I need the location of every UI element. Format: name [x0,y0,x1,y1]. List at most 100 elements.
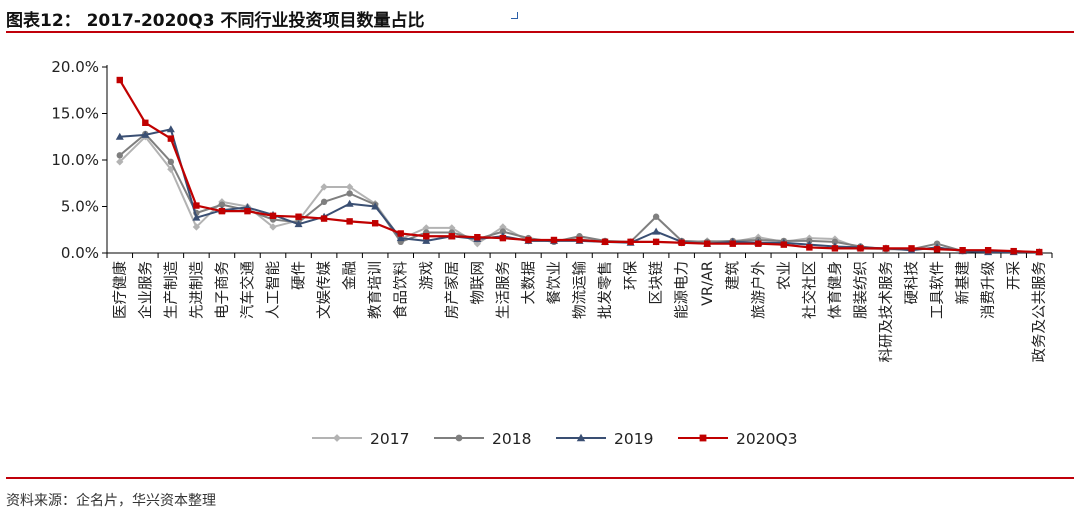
x-tick-label: 人工智能 [265,261,282,319]
x-tick-label: 消费升级 [980,261,997,319]
data-point-2020q3 [397,230,404,237]
x-tick-label: 物流运输 [572,261,589,319]
data-point-2018 [167,158,175,166]
data-point-2019 [652,227,661,235]
x-tick-label: 能源电力 [674,261,691,319]
figure-title: 图表12： 2017-2020Q3 不同行业投资项目数量占比 [6,11,425,31]
data-point-2020q3 [627,238,634,246]
x-tick-label: 开采 [1006,261,1023,290]
x-tick-label: VR/AR [700,261,716,306]
data-point-2020q3 [550,236,558,244]
x-tick-label: 汽车交通 [238,261,256,319]
legend-marker-2019 [576,433,586,442]
series-line-2020q3 [118,79,1040,254]
data-point-2019 [141,130,150,138]
legend-marker-2017 [333,434,341,442]
data-point-2017 [499,223,507,231]
data-point-2020q3 [1010,247,1017,255]
x-tick-label: 建筑 [725,261,742,290]
data-point-2020q3 [142,119,149,126]
x-tick-label: 硬科技 [904,261,921,305]
data-point-2018 [218,201,226,208]
x-tick-label: 食品饮料 [393,261,410,319]
x-tick-label: 文娱传媒 [316,261,333,319]
x-tick-label: 医疗健康 [112,261,129,319]
data-point-2019 [166,125,175,133]
data-point-2020q3 [755,240,762,247]
x-tick-label: 政务及公共服务 [1031,261,1048,363]
source-note: 资料来源：企名片，华兴资本整理 [6,493,216,509]
data-point-2020q3 [652,238,660,246]
data-point-2020q3 [423,233,430,240]
legend-label-2020q3: 2020Q3 [736,430,798,448]
data-point-2017 [422,224,430,232]
top-divider [6,31,1074,33]
x-tick-label: 硬件 [291,261,308,290]
legend-marker-2020q3 [699,434,707,442]
x-tick-label: 企业服务 [136,261,154,319]
data-point-2020q3 [984,247,992,254]
data-point-2019 [371,202,380,210]
data-point-2020q3 [959,247,966,254]
data-point-2020q3 [116,76,123,84]
data-point-2020q3 [525,236,532,244]
x-tick-label: 旅游户外 [750,261,767,319]
x-tick-label: 环保 [623,261,640,290]
x-tick-label: 物联网 [469,261,486,305]
data-point-2020q3 [704,240,711,247]
data-point-2020q3 [218,207,226,215]
data-point-2019 [345,199,354,207]
data-point-2020q3 [806,244,813,251]
data-point-2020q3 [933,246,941,253]
x-tick-label: 餐饮业 [546,261,563,305]
data-point-2017 [116,158,124,166]
data-point-2019 [294,220,303,228]
x-tick-label: 工具软件 [929,261,946,319]
data-point-2020q3 [908,245,915,252]
legend-marker-2018 [455,434,463,442]
data-point-2020q3 [857,245,864,252]
data-point-2020q3 [320,215,328,222]
data-point-2020q3 [1036,248,1043,256]
data-point-2017 [269,223,277,231]
data-point-2018 [320,198,328,206]
data-point-2018 [116,152,123,159]
data-point-2019 [396,234,405,242]
x-tick-label: 生活服务 [495,261,512,319]
x-tick-label: 服装纺织 [852,261,869,319]
data-point-2020q3 [780,241,788,248]
y-tick-label: 0.0% [61,244,99,262]
data-point-2020q3 [831,245,839,252]
legend-label-2019: 2019 [614,430,653,448]
data-point-2020q3 [448,233,455,240]
x-tick-label: 房产家居 [444,261,461,319]
data-point-2020q3 [499,234,507,242]
data-point-2020q3 [729,240,736,247]
x-tick-label: 教育培训 [367,261,384,319]
data-point-2017 [345,183,354,191]
x-tick-label: 社交社区 [800,261,818,319]
x-tick-label: 游戏 [418,261,435,290]
data-point-2017 [192,223,201,231]
figure-header: 图表12： 2017-2020Q3 不同行业投资项目数量占比 [6,6,1074,32]
bottom-divider [6,477,1074,479]
data-point-2020q3 [678,239,685,246]
data-point-2020q3 [346,218,353,225]
x-tick-label: 大数据 [520,261,537,305]
data-point-2017 [167,165,175,173]
data-point-2017 [448,224,456,232]
y-tick-label: 5.0% [61,198,99,216]
x-tick-label: 农业 [776,261,793,290]
data-point-2017 [320,183,328,191]
data-point-2020q3 [371,220,379,227]
corner-mark-icon [511,12,518,19]
x-tick-label: 区块链 [648,261,665,305]
x-tick-label: 金融 [342,261,359,290]
x-tick-label: 生产制造 [163,261,180,319]
data-point-2018 [346,190,353,197]
data-point-2019 [422,236,431,244]
data-point-2020q3 [601,238,609,246]
legend-label-2018: 2018 [492,430,531,448]
x-tick-label: 新基建 [955,261,972,305]
